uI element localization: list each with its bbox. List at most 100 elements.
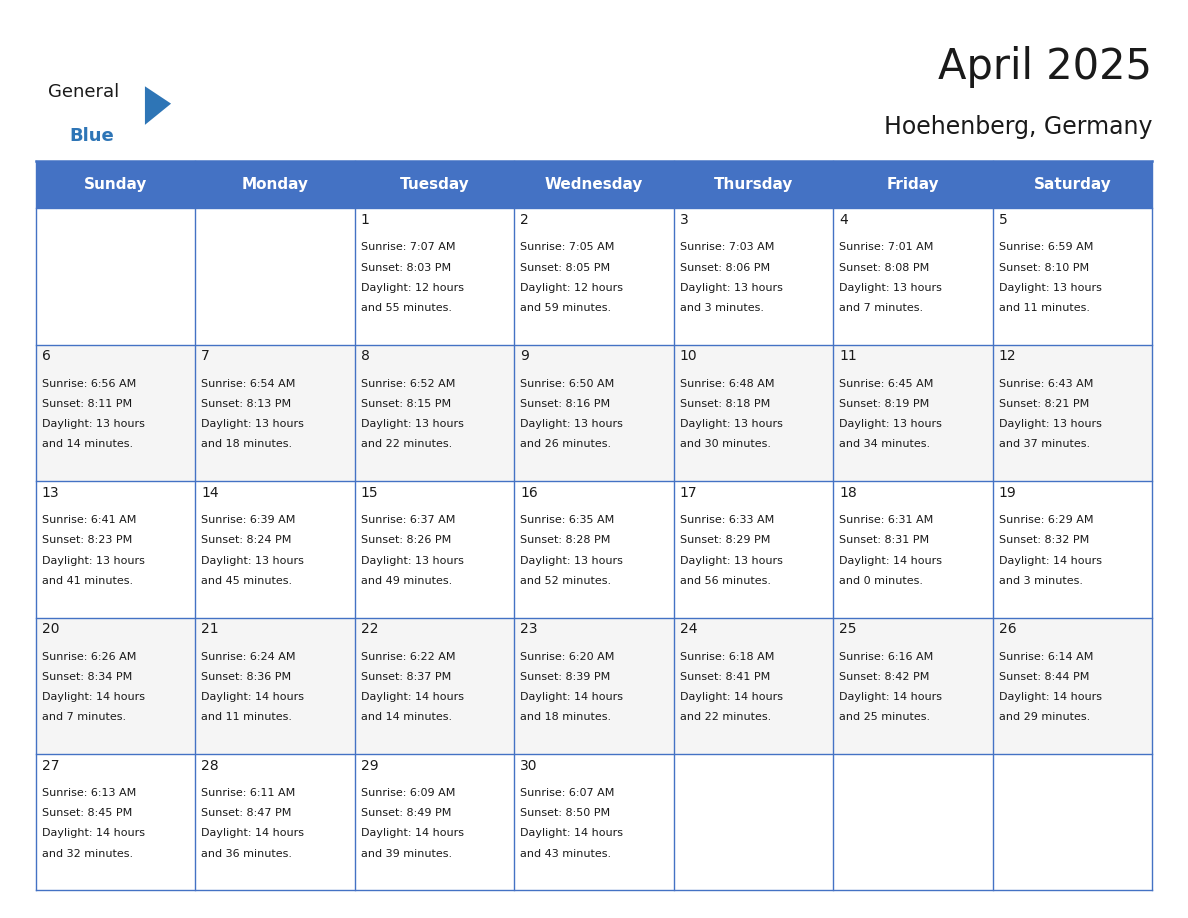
Text: 19: 19 (999, 486, 1017, 499)
Text: Daylight: 14 hours: Daylight: 14 hours (361, 692, 463, 702)
Text: Sunrise: 7:07 AM: Sunrise: 7:07 AM (361, 242, 455, 252)
Text: Sunrise: 6:37 AM: Sunrise: 6:37 AM (361, 515, 455, 525)
Text: and 25 minutes.: and 25 minutes. (839, 712, 930, 722)
Text: Sunrise: 6:43 AM: Sunrise: 6:43 AM (999, 379, 1093, 388)
Text: 10: 10 (680, 350, 697, 364)
Text: Hoehenberg, Germany: Hoehenberg, Germany (884, 115, 1152, 139)
Text: and 36 minutes.: and 36 minutes. (201, 848, 292, 858)
Text: Sunset: 8:26 PM: Sunset: 8:26 PM (361, 535, 451, 545)
Text: Daylight: 14 hours: Daylight: 14 hours (361, 828, 463, 838)
Text: Daylight: 14 hours: Daylight: 14 hours (839, 555, 942, 565)
Text: Daylight: 14 hours: Daylight: 14 hours (999, 555, 1101, 565)
Text: Sunset: 8:15 PM: Sunset: 8:15 PM (361, 399, 450, 409)
Text: 2: 2 (520, 213, 529, 227)
Text: Sunrise: 6:41 AM: Sunrise: 6:41 AM (42, 515, 135, 525)
Text: General: General (48, 83, 119, 101)
Text: Sunrise: 6:11 AM: Sunrise: 6:11 AM (201, 788, 296, 798)
Text: Sunrise: 6:14 AM: Sunrise: 6:14 AM (999, 652, 1093, 662)
Text: 24: 24 (680, 622, 697, 636)
Text: 20: 20 (42, 622, 59, 636)
Text: Sunset: 8:13 PM: Sunset: 8:13 PM (201, 399, 291, 409)
Text: Sunrise: 7:03 AM: Sunrise: 7:03 AM (680, 242, 775, 252)
Text: Sunset: 8:08 PM: Sunset: 8:08 PM (839, 263, 929, 273)
Text: Sunrise: 6:52 AM: Sunrise: 6:52 AM (361, 379, 455, 388)
Text: Sunrise: 6:56 AM: Sunrise: 6:56 AM (42, 379, 135, 388)
Text: April 2025: April 2025 (939, 46, 1152, 88)
Text: Sunrise: 6:22 AM: Sunrise: 6:22 AM (361, 652, 455, 662)
Text: Sunset: 8:34 PM: Sunset: 8:34 PM (42, 672, 132, 682)
Text: Sunrise: 7:05 AM: Sunrise: 7:05 AM (520, 242, 614, 252)
Text: 27: 27 (42, 758, 59, 773)
Text: Daylight: 13 hours: Daylight: 13 hours (361, 420, 463, 429)
Text: Sunset: 8:28 PM: Sunset: 8:28 PM (520, 535, 611, 545)
Text: and 11 minutes.: and 11 minutes. (999, 303, 1089, 313)
Text: Sunset: 8:23 PM: Sunset: 8:23 PM (42, 535, 132, 545)
Polygon shape (145, 86, 171, 125)
Text: Daylight: 13 hours: Daylight: 13 hours (839, 283, 942, 293)
Text: and 18 minutes.: and 18 minutes. (520, 712, 612, 722)
Text: 14: 14 (201, 486, 219, 499)
Text: Daylight: 13 hours: Daylight: 13 hours (361, 555, 463, 565)
Text: Sunrise: 6:29 AM: Sunrise: 6:29 AM (999, 515, 1093, 525)
Text: Saturday: Saturday (1034, 177, 1112, 192)
Text: and 29 minutes.: and 29 minutes. (999, 712, 1091, 722)
Text: 29: 29 (361, 758, 378, 773)
Text: 17: 17 (680, 486, 697, 499)
Text: 6: 6 (42, 350, 50, 364)
Text: Sunset: 8:24 PM: Sunset: 8:24 PM (201, 535, 291, 545)
Text: Daylight: 13 hours: Daylight: 13 hours (520, 555, 623, 565)
Text: Daylight: 14 hours: Daylight: 14 hours (201, 692, 304, 702)
Text: Sunrise: 6:18 AM: Sunrise: 6:18 AM (680, 652, 775, 662)
Text: Sunrise: 6:31 AM: Sunrise: 6:31 AM (839, 515, 934, 525)
Text: 25: 25 (839, 622, 857, 636)
Text: Sunset: 8:10 PM: Sunset: 8:10 PM (999, 263, 1089, 273)
Text: Sunset: 8:32 PM: Sunset: 8:32 PM (999, 535, 1089, 545)
Text: Monday: Monday (241, 177, 309, 192)
Text: Blue: Blue (69, 127, 114, 145)
Text: Daylight: 14 hours: Daylight: 14 hours (42, 692, 145, 702)
Text: Sunrise: 6:39 AM: Sunrise: 6:39 AM (201, 515, 296, 525)
Text: Daylight: 14 hours: Daylight: 14 hours (42, 828, 145, 838)
Text: Daylight: 13 hours: Daylight: 13 hours (42, 420, 145, 429)
Text: and 14 minutes.: and 14 minutes. (42, 440, 133, 449)
Text: 15: 15 (361, 486, 378, 499)
Text: Sunrise: 7:01 AM: Sunrise: 7:01 AM (839, 242, 934, 252)
Text: Sunrise: 6:13 AM: Sunrise: 6:13 AM (42, 788, 135, 798)
Text: 30: 30 (520, 758, 538, 773)
Text: Sunset: 8:45 PM: Sunset: 8:45 PM (42, 808, 132, 818)
Text: Sunrise: 6:48 AM: Sunrise: 6:48 AM (680, 379, 775, 388)
Text: 9: 9 (520, 350, 529, 364)
Text: Daylight: 14 hours: Daylight: 14 hours (520, 828, 624, 838)
Text: Sunset: 8:37 PM: Sunset: 8:37 PM (361, 672, 451, 682)
Text: and 32 minutes.: and 32 minutes. (42, 848, 133, 858)
Text: and 55 minutes.: and 55 minutes. (361, 303, 451, 313)
Bar (36, 208, 1152, 345)
Bar (36, 345, 1152, 481)
Text: Sunset: 8:44 PM: Sunset: 8:44 PM (999, 672, 1089, 682)
Text: Sunrise: 6:16 AM: Sunrise: 6:16 AM (839, 652, 934, 662)
Text: Daylight: 13 hours: Daylight: 13 hours (999, 283, 1101, 293)
Text: Sunrise: 6:50 AM: Sunrise: 6:50 AM (520, 379, 614, 388)
Text: and 0 minutes.: and 0 minutes. (839, 576, 923, 586)
Text: Sunset: 8:36 PM: Sunset: 8:36 PM (201, 672, 291, 682)
Text: 7: 7 (201, 350, 210, 364)
Text: 4: 4 (839, 213, 848, 227)
Text: 5: 5 (999, 213, 1007, 227)
Text: Sunday: Sunday (83, 177, 147, 192)
Text: 16: 16 (520, 486, 538, 499)
Text: Daylight: 14 hours: Daylight: 14 hours (201, 828, 304, 838)
Text: 1: 1 (361, 213, 369, 227)
Text: Sunrise: 6:59 AM: Sunrise: 6:59 AM (999, 242, 1093, 252)
Text: Sunset: 8:06 PM: Sunset: 8:06 PM (680, 263, 770, 273)
Text: Daylight: 13 hours: Daylight: 13 hours (839, 420, 942, 429)
Text: Sunset: 8:49 PM: Sunset: 8:49 PM (361, 808, 451, 818)
Text: and 30 minutes.: and 30 minutes. (680, 440, 771, 449)
Text: Sunset: 8:19 PM: Sunset: 8:19 PM (839, 399, 929, 409)
Text: Daylight: 13 hours: Daylight: 13 hours (42, 555, 145, 565)
Text: Sunset: 8:50 PM: Sunset: 8:50 PM (520, 808, 611, 818)
Text: and 26 minutes.: and 26 minutes. (520, 440, 612, 449)
Text: and 3 minutes.: and 3 minutes. (999, 576, 1082, 586)
Text: and 7 minutes.: and 7 minutes. (839, 303, 923, 313)
Text: Sunset: 8:31 PM: Sunset: 8:31 PM (839, 535, 929, 545)
Text: Sunset: 8:21 PM: Sunset: 8:21 PM (999, 399, 1089, 409)
